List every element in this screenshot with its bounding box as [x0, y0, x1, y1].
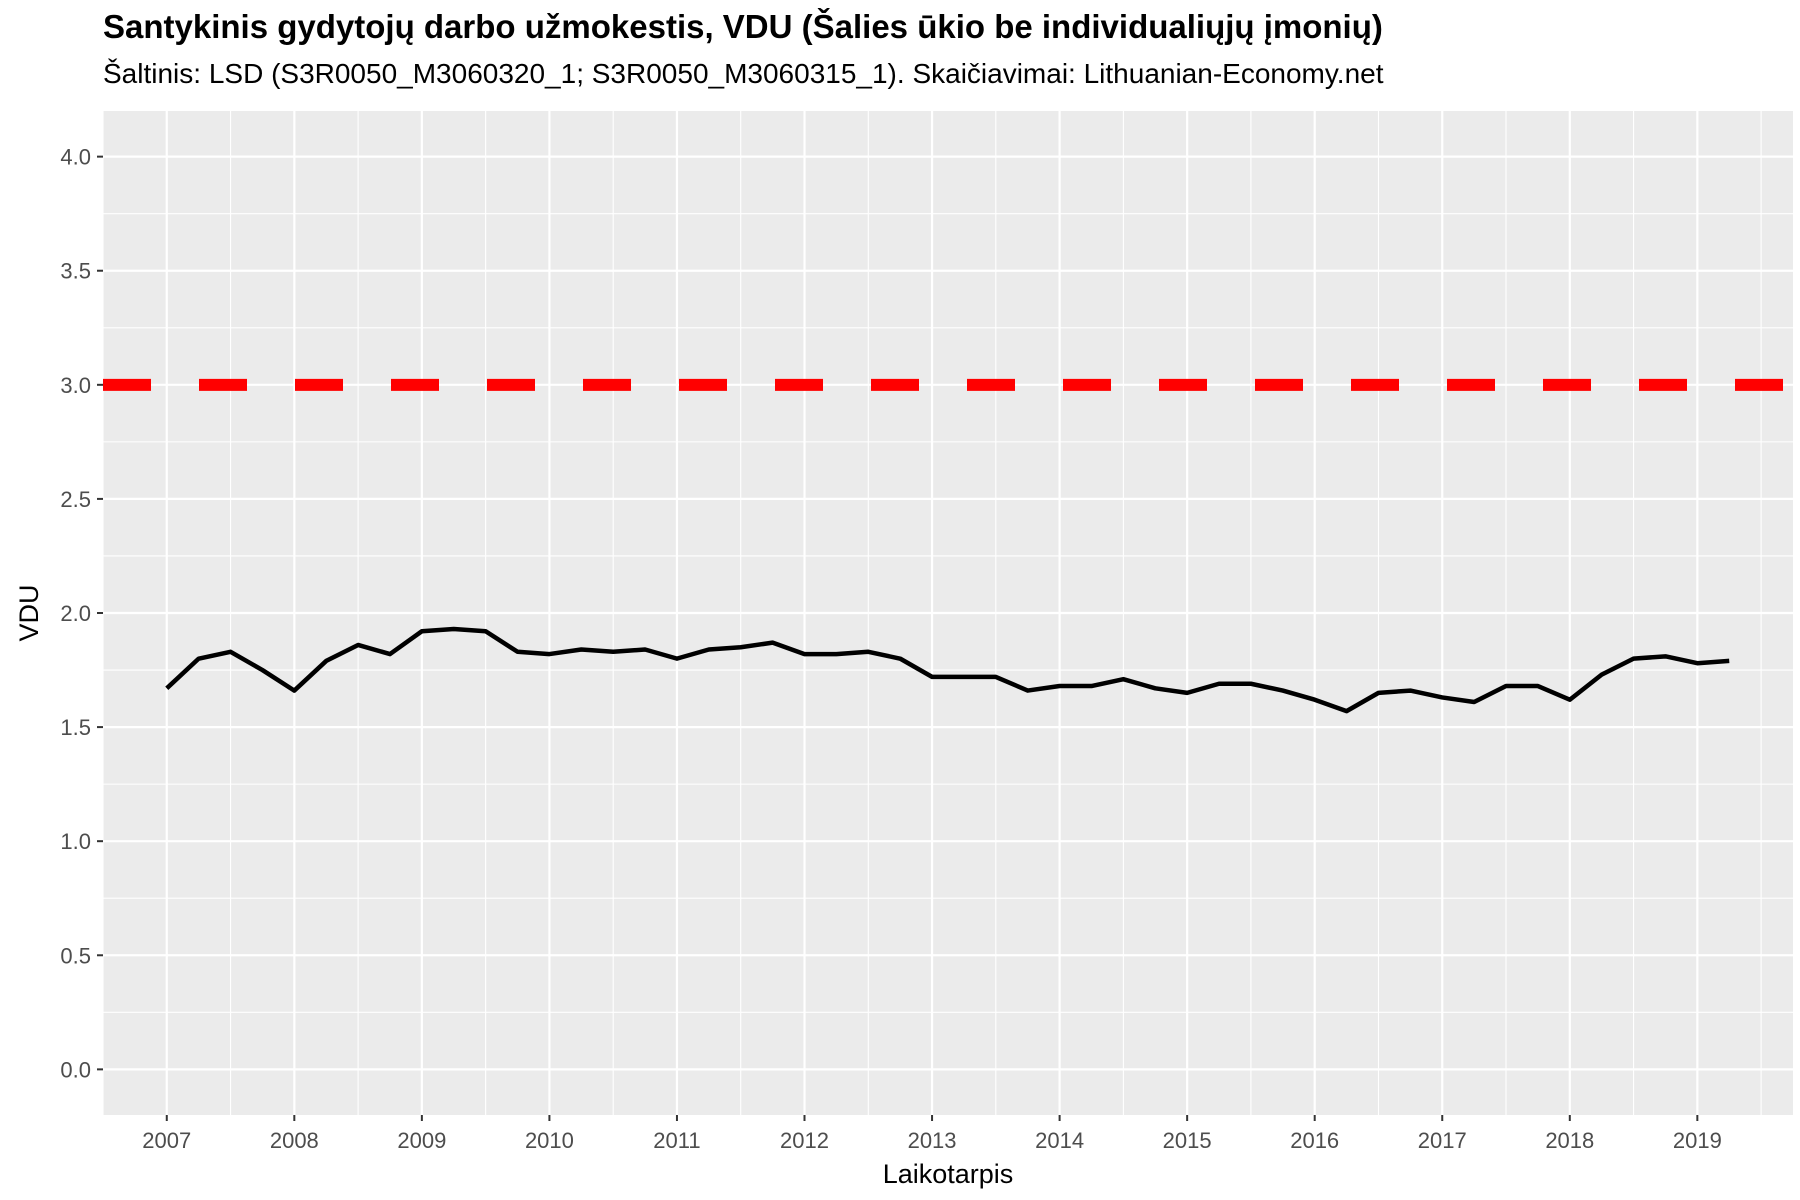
x-tick-label: 2019 — [1673, 1128, 1722, 1153]
y-tick-label: 2.5 — [60, 487, 91, 512]
x-tick-label: 2012 — [780, 1128, 829, 1153]
x-tick-label: 2008 — [270, 1128, 319, 1153]
y-tick-label: 1.5 — [60, 715, 91, 740]
y-tick-label: 1.0 — [60, 829, 91, 854]
x-tick-label: 2015 — [1163, 1128, 1212, 1153]
x-axis: 2007 2008 2009 2010 2011 2012 2013 2014 2015 2016… — [142, 1115, 1722, 1153]
major-grid — [103, 111, 1793, 1115]
y-tick-label: 2.0 — [60, 601, 91, 626]
x-tick-label: 2011 — [653, 1128, 700, 1153]
x-tick-label: 2007 — [142, 1128, 191, 1153]
chart-subtitle: Šaltinis: LSD (S3R0050_M3060320_1; S3R00… — [103, 58, 1384, 89]
x-tick-label: 2018 — [1545, 1128, 1594, 1153]
x-tick-label: 2009 — [397, 1128, 446, 1153]
y-tick-label: 3.5 — [60, 259, 91, 284]
x-tick-label: 2016 — [1290, 1128, 1339, 1153]
y-axis: 0.0 0.5 1.0 1.5 2.0 2.5 3.0 3.5 4.0 — [60, 145, 103, 1082]
series-layer — [165, 626, 1730, 714]
x-axis-title: Laikotarpis — [883, 1159, 1014, 1189]
y-tick-label: 0.5 — [60, 943, 91, 968]
y-tick-label: 3.0 — [60, 373, 91, 398]
x-tick-label: 2010 — [525, 1128, 574, 1153]
x-tick-label: 2017 — [1418, 1128, 1467, 1153]
y-tick-label: 0.0 — [60, 1057, 91, 1082]
y-axis-title: VDU — [14, 584, 44, 641]
series-line — [165, 626, 1730, 714]
x-tick-label: 2014 — [1035, 1128, 1084, 1153]
x-tick-label: 2013 — [908, 1128, 957, 1153]
y-tick-label: 4.0 — [60, 145, 91, 170]
chart-title: Santykinis gydytojų darbo užmokestis, VD… — [103, 8, 1383, 45]
